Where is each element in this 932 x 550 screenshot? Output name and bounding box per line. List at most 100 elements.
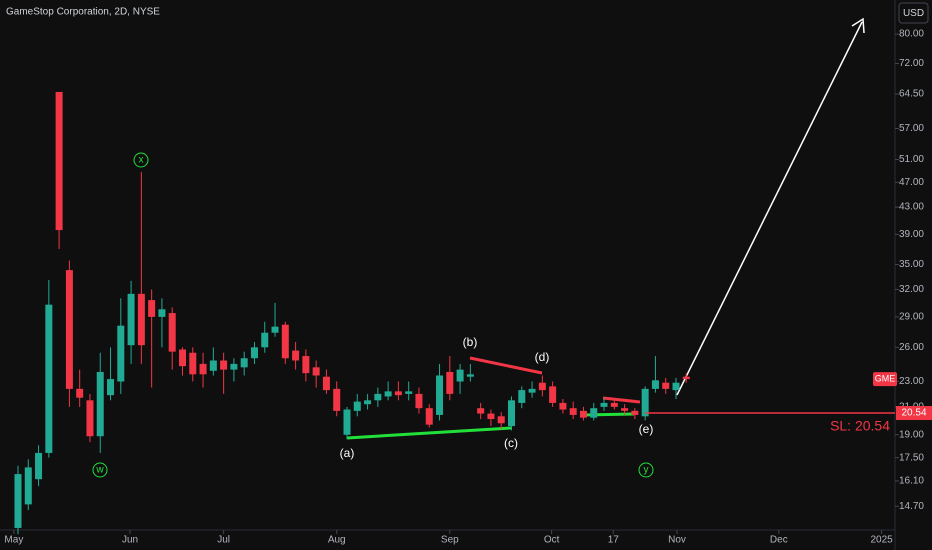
x-tick-label: Jul bbox=[217, 535, 230, 546]
candle-body bbox=[168, 313, 176, 352]
wave-label: (c) bbox=[504, 436, 518, 450]
wave-circle bbox=[92, 462, 108, 478]
y-tick-label: 64.50 bbox=[899, 89, 924, 100]
candle-body bbox=[600, 402, 608, 407]
arrow-head bbox=[851, 17, 865, 34]
candle-body bbox=[394, 391, 402, 396]
candle-body bbox=[641, 388, 649, 417]
candle-body bbox=[405, 391, 413, 394]
candle-body bbox=[127, 293, 135, 346]
candle-body bbox=[569, 408, 577, 415]
y-tick-label: 80.00 bbox=[899, 29, 924, 40]
candle-body bbox=[96, 371, 104, 437]
wave-label: y bbox=[644, 465, 649, 476]
candle-body bbox=[35, 452, 43, 480]
currency[interactable]: USD bbox=[903, 8, 924, 19]
candle-body bbox=[446, 371, 454, 394]
candle-body bbox=[261, 332, 269, 348]
stop-loss-label: SL: 20.54 bbox=[830, 418, 890, 434]
candle-body bbox=[199, 363, 207, 375]
candle-body bbox=[364, 400, 372, 405]
candle-body bbox=[672, 382, 680, 391]
candle-body bbox=[292, 350, 300, 361]
candle-body bbox=[610, 402, 618, 407]
candle-body bbox=[538, 382, 546, 391]
wave-label: (a) bbox=[340, 446, 355, 460]
candle-body bbox=[14, 474, 22, 528]
stop-loss-price: 20.54 bbox=[901, 408, 926, 419]
y-tick-label: 57.00 bbox=[899, 123, 924, 134]
x-tick-label: 2025 bbox=[871, 535, 894, 546]
wave-label: (b) bbox=[463, 335, 478, 349]
y-tick-label: 16.10 bbox=[899, 476, 924, 487]
candle-body bbox=[621, 408, 629, 411]
candle-body bbox=[55, 91, 63, 231]
candle-body bbox=[549, 386, 557, 403]
candle-body bbox=[230, 363, 238, 370]
y-tick-label: 47.00 bbox=[899, 177, 924, 188]
candle-body bbox=[24, 467, 32, 505]
candle-body bbox=[518, 390, 526, 403]
x-tick-label: Sep bbox=[441, 535, 459, 546]
trend-line bbox=[602, 396, 641, 404]
candle-body bbox=[45, 304, 53, 453]
candle-body bbox=[148, 300, 156, 317]
wave-circle bbox=[133, 152, 149, 168]
candle-body bbox=[456, 369, 464, 382]
y-tick-label: 29.00 bbox=[899, 312, 924, 323]
candle-body bbox=[579, 410, 587, 418]
candle-body bbox=[86, 400, 94, 437]
candle-body bbox=[107, 379, 115, 396]
wave-label: (d) bbox=[535, 350, 550, 364]
wave-circle bbox=[638, 462, 654, 478]
candle-body bbox=[384, 391, 392, 397]
candle-body bbox=[497, 416, 505, 424]
candle-body bbox=[559, 402, 567, 410]
y-tick-label: 51.00 bbox=[899, 154, 924, 165]
y-tick-label: 14.70 bbox=[899, 501, 924, 512]
symbol-label: GME bbox=[875, 373, 896, 383]
trend-line bbox=[346, 426, 512, 440]
candle-body bbox=[436, 375, 444, 415]
candle-body bbox=[374, 393, 382, 401]
wave-label: x bbox=[139, 155, 144, 166]
y-tick-label: 19.00 bbox=[899, 429, 924, 440]
candle-body bbox=[158, 309, 166, 317]
symbol-tag bbox=[873, 372, 897, 387]
candle-body bbox=[425, 408, 433, 425]
candle-body bbox=[250, 347, 258, 359]
y-tick-label: 32.00 bbox=[899, 284, 924, 295]
candle-body bbox=[651, 380, 659, 389]
x-tick-label: 17 bbox=[608, 535, 620, 546]
candle-body bbox=[662, 382, 670, 389]
chart-title: GameStop Corporation, 2D, NYSE bbox=[6, 7, 160, 18]
candle-body bbox=[322, 376, 330, 391]
wave-label: (e) bbox=[639, 422, 654, 436]
x-tick-label: Nov bbox=[668, 535, 686, 546]
candle-body bbox=[528, 388, 536, 393]
candle-body bbox=[590, 408, 598, 418]
candle-body bbox=[477, 408, 485, 414]
x-tick-label: Jun bbox=[122, 535, 138, 546]
candle-body bbox=[415, 393, 423, 409]
candle-body bbox=[353, 401, 361, 411]
x-tick-label: Oct bbox=[544, 535, 560, 546]
candle-body bbox=[178, 349, 186, 367]
candle-body bbox=[271, 326, 279, 333]
candle-body bbox=[631, 410, 639, 415]
candle-body bbox=[189, 352, 197, 375]
currency-button[interactable] bbox=[898, 2, 929, 24]
candle-body bbox=[312, 367, 320, 376]
y-tick-label: 17.50 bbox=[899, 452, 924, 463]
y-tick-label: 23.00 bbox=[899, 376, 924, 387]
candle-body bbox=[209, 360, 217, 371]
candle-body bbox=[240, 358, 248, 368]
x-tick-label: Aug bbox=[328, 535, 346, 546]
trend-line bbox=[469, 356, 543, 375]
wave-label: w bbox=[95, 465, 104, 476]
stop-loss-tag bbox=[896, 406, 932, 421]
candle-body bbox=[343, 409, 351, 435]
x-tick-label: Dec bbox=[770, 535, 788, 546]
candle-body bbox=[302, 356, 310, 374]
